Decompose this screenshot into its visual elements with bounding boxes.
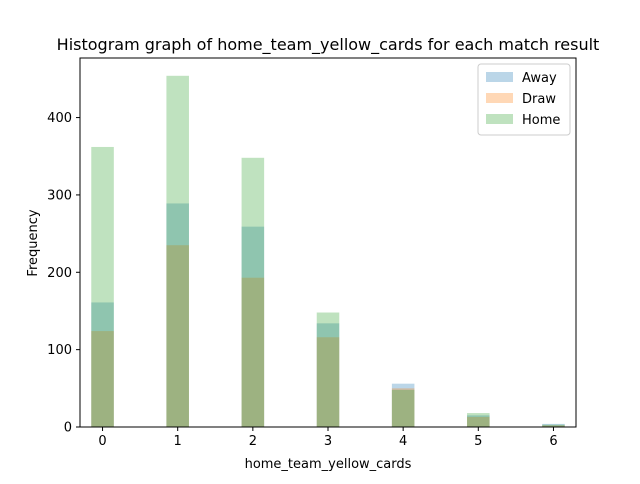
bar-away-6 bbox=[542, 423, 565, 427]
legend-box bbox=[477, 63, 571, 136]
x-tick-label-0: 0 bbox=[98, 434, 106, 449]
bar-away-1 bbox=[166, 203, 189, 427]
bar-draw-1 bbox=[166, 245, 189, 427]
x-tick-label-6: 6 bbox=[549, 434, 557, 449]
bar-home-1 bbox=[166, 75, 189, 427]
bar-away-0 bbox=[91, 302, 114, 427]
legend-label-draw: Draw bbox=[522, 92, 556, 107]
x-tick-label-5: 5 bbox=[474, 434, 482, 449]
legend: Away Draw Home bbox=[477, 63, 571, 136]
legend-label-home: Home bbox=[522, 113, 560, 128]
bar-away-4 bbox=[391, 383, 415, 427]
bar-draw-4 bbox=[391, 388, 415, 427]
y-axis-ticks: 0 100 200 300 400 bbox=[47, 111, 80, 436]
y-tick-label-400: 400 bbox=[47, 111, 72, 126]
bar-away-3 bbox=[316, 323, 340, 427]
bar-away-5 bbox=[467, 415, 490, 427]
legend-label-away: Away bbox=[522, 71, 557, 86]
x-axis-ticks: 0 1 2 3 4 5 6 bbox=[98, 427, 558, 449]
x-tick-label-1: 1 bbox=[174, 434, 182, 449]
bar-home-6 bbox=[542, 424, 565, 427]
bar-away-2 bbox=[241, 226, 265, 427]
bar-home-4 bbox=[391, 389, 415, 427]
bars-group bbox=[91, 75, 565, 428]
x-axis-label: home_team_yellow_cards bbox=[245, 457, 412, 472]
y-tick-label-200: 200 bbox=[47, 266, 72, 281]
bar-draw-6 bbox=[542, 425, 565, 427]
bar-draw-3 bbox=[316, 337, 340, 427]
x-tick-label-2: 2 bbox=[249, 434, 257, 449]
bar-home-0 bbox=[91, 146, 114, 427]
y-axis-label: Frequency bbox=[26, 209, 41, 276]
bar-draw-5 bbox=[467, 416, 490, 427]
bar-draw-0 bbox=[91, 331, 114, 427]
legend-swatch-away bbox=[486, 72, 513, 82]
y-tick-label-0: 0 bbox=[64, 421, 72, 436]
bar-home-5 bbox=[467, 413, 490, 427]
y-tick-label-300: 300 bbox=[47, 188, 72, 203]
bar-home-2 bbox=[241, 157, 265, 428]
bar-draw-2 bbox=[241, 277, 265, 427]
legend-swatch-home bbox=[486, 114, 513, 124]
y-tick-label-100: 100 bbox=[47, 343, 72, 358]
bar-home-3 bbox=[316, 312, 340, 427]
x-tick-label-4: 4 bbox=[399, 434, 407, 449]
legend-swatch-draw bbox=[486, 93, 513, 103]
chart-title: Histogram graph of home_team_yellow_card… bbox=[57, 35, 600, 55]
x-tick-label-3: 3 bbox=[324, 434, 332, 449]
